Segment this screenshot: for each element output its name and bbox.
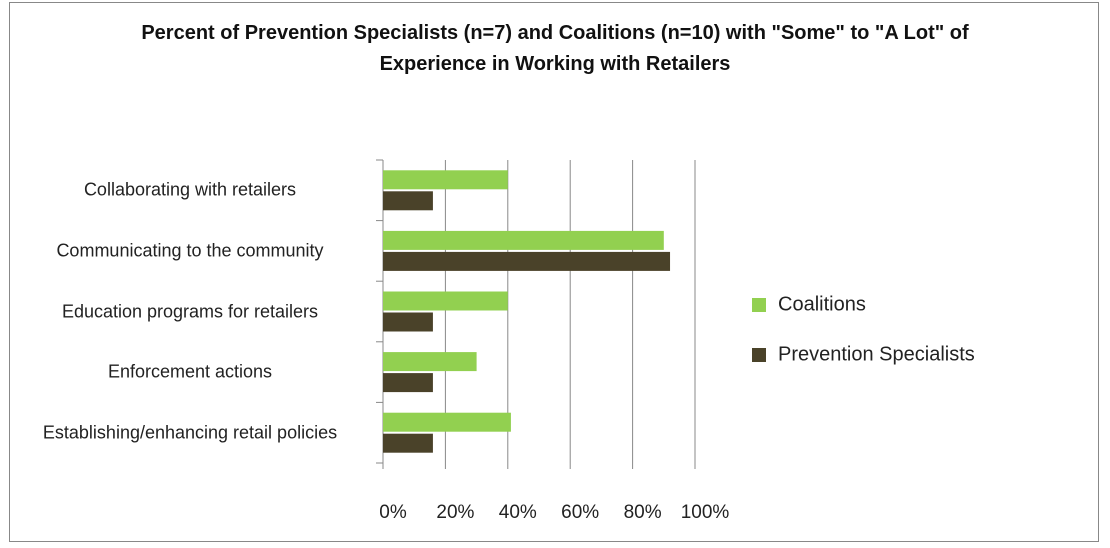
bar: [383, 352, 477, 372]
x-tick-label: 100%: [680, 502, 730, 523]
bar: [383, 230, 664, 250]
category-label: Education programs for retailers: [61, 301, 319, 321]
bar: [383, 373, 433, 393]
category-label: Communicating to the community: [56, 240, 324, 261]
x-tick-label: 80%: [623, 502, 662, 523]
category-label: Collaborating with retailers: [83, 179, 297, 200]
x-tick-label: 40%: [498, 502, 537, 523]
bar: [383, 433, 433, 453]
legend-label: Prevention Specialists: [778, 343, 975, 366]
legend-label: Coalitions: [778, 293, 866, 316]
x-tick-label: 60%: [561, 502, 600, 523]
bar: [383, 251, 671, 271]
legend-swatch: [752, 298, 766, 312]
category-label: Enforcement actions: [107, 361, 273, 382]
x-tick-label: 0%: [379, 502, 407, 523]
bar: [383, 170, 508, 190]
legend-swatch: [752, 348, 766, 362]
x-tick-label: 20%: [436, 502, 475, 523]
bar: [383, 312, 433, 332]
bar: [383, 191, 433, 211]
chart-frame: [9, 2, 1099, 542]
chart-title: Percent of Prevention Specialists (n=7) …: [141, 22, 969, 75]
category-label: Establishing/enhancing retail policies: [42, 422, 338, 443]
bar: [383, 412, 511, 432]
bar: [383, 291, 508, 311]
